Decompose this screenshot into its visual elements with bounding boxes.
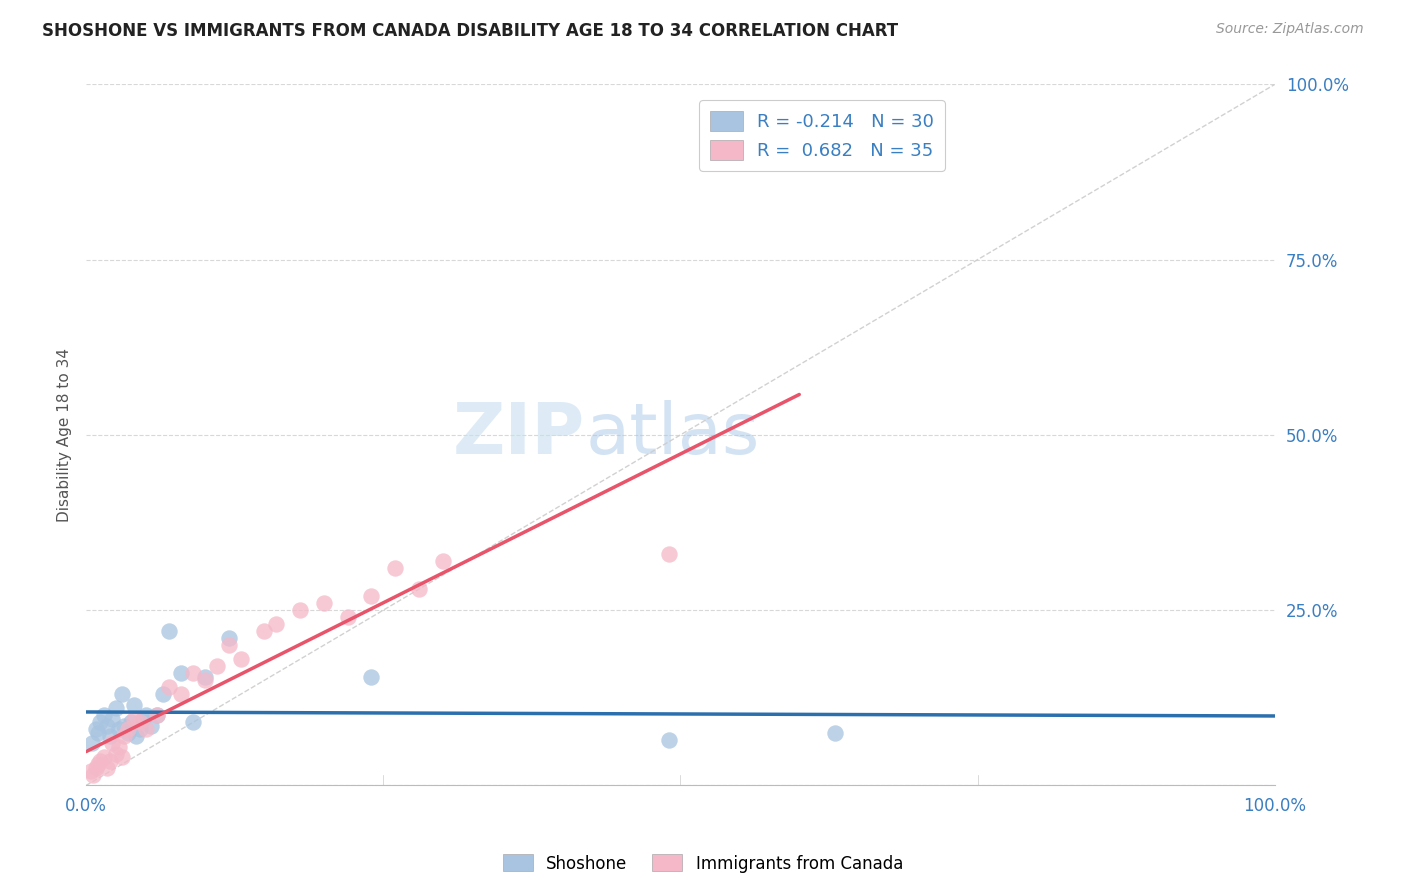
Point [312,596,335,610]
Point [111,750,134,764]
Point [122,712,145,726]
Point [93,750,115,764]
Point [112,730,135,744]
Point [181,715,204,730]
Point [264,617,287,632]
Point [125,730,148,744]
Point [96,761,118,775]
Point [122,698,145,712]
Point [89,754,111,768]
Point [157,681,180,695]
Point [432,554,454,568]
Point [117,723,139,737]
Point [84,723,107,737]
Point [98,754,121,768]
Point [384,561,406,575]
Point [108,739,131,754]
Point [101,712,124,726]
Point [181,666,204,681]
Point [157,624,180,639]
Text: SHOSHONE VS IMMIGRANTS FROM CANADA DISABILITY AGE 18 TO 34 CORRELATION CHART: SHOSHONE VS IMMIGRANTS FROM CANADA DISAB… [42,22,898,40]
Point [84,761,107,775]
Point [104,747,127,761]
Point [170,687,193,701]
Point [98,730,121,744]
Point [218,632,240,646]
Point [82,768,104,782]
Point [134,708,156,723]
Legend: Shoshone, Immigrants from Canada: Shoshone, Immigrants from Canada [496,847,910,880]
Point [152,687,174,701]
Point [194,673,217,688]
Point [80,764,103,779]
Point [87,757,110,772]
Point [288,603,311,617]
Text: atlas: atlas [585,401,759,469]
Point [218,638,240,652]
Point [87,726,110,740]
Point [89,715,111,730]
Point [657,732,679,747]
Point [134,723,156,737]
Point [108,723,131,737]
Point [96,719,118,733]
Point [111,687,134,701]
Point [112,719,135,733]
Legend: R = -0.214   N = 30, R =  0.682   N = 35: R = -0.214 N = 30, R = 0.682 N = 35 [699,101,945,171]
Y-axis label: Disability Age 18 to 34: Disability Age 18 to 34 [58,348,72,522]
Point [657,547,679,561]
Point [101,736,124,750]
Point [336,610,359,624]
Text: Source: ZipAtlas.com: Source: ZipAtlas.com [1216,22,1364,37]
Point [104,701,127,715]
Point [170,666,193,681]
Point [120,715,142,730]
Point [128,723,150,737]
Point [205,659,228,673]
Point [360,670,382,684]
Point [824,726,846,740]
Point [229,652,252,666]
Point [93,708,115,723]
Point [194,670,217,684]
Point [128,715,150,730]
Point [117,726,139,740]
Point [132,712,155,726]
Point [360,589,382,603]
Point [253,624,276,639]
Point [141,719,163,733]
Point [408,582,430,597]
Point [146,708,169,723]
Text: ZIP: ZIP [453,401,585,469]
Point [80,736,103,750]
Point [146,708,169,723]
